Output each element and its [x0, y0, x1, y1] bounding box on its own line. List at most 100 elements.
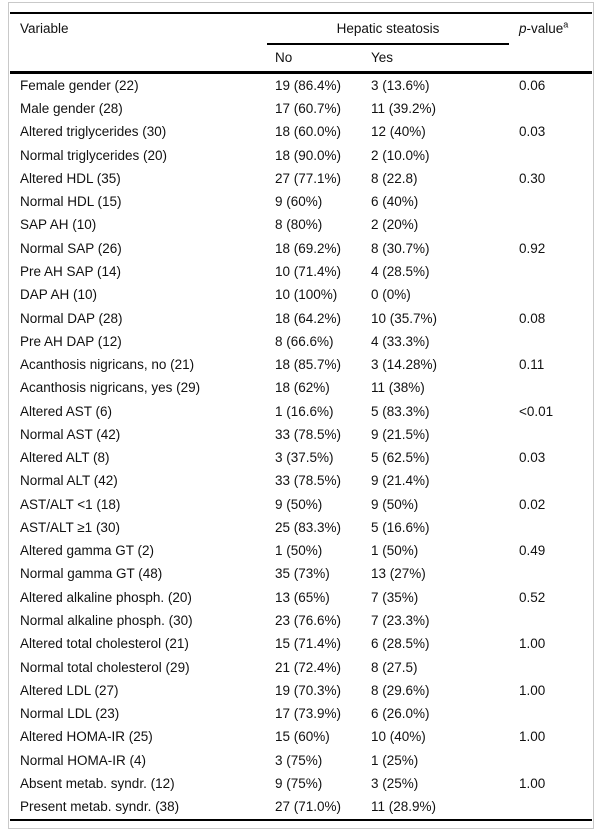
cell-no-count: 35 (73%) [275, 566, 330, 582]
cell-no-count: 9 (50%) [275, 496, 323, 512]
cell-yes-count: 0 (0%) [371, 287, 411, 303]
table-row: Altered ALT (8) 3 (37.5%) 5 (62.5%) 0.03 [10, 446, 592, 469]
table-row: Altered alkaline phosph. (20) 13 (65%) 7… [10, 586, 592, 609]
table-row: Normal HDL (15) 9 (60%) 6 (40%) [10, 190, 592, 213]
cell-p-value: 1.00 [519, 636, 546, 652]
cell-p-value: 1.00 [519, 729, 546, 745]
cell-no-count: 17 (60.7%) [275, 101, 342, 117]
cell-yes-count: 1 (25%) [371, 752, 419, 768]
table-row: Acanthosis nigricans, no (21) 18 (85.7%)… [10, 353, 592, 376]
cell-variable: Altered ALT (8) [20, 450, 110, 466]
cell-no-count: 27 (71.0%) [275, 799, 342, 815]
cell-no-count: 3 (75%) [275, 752, 323, 768]
cell-variable: Altered gamma GT (2) [20, 543, 155, 559]
cell-variable: Altered HOMA-IR (25) [20, 729, 153, 745]
cell-p-value: 0.92 [519, 240, 546, 256]
cell-no-count: 8 (66.6%) [275, 333, 334, 349]
cell-variable: Altered alkaline phosph. (20) [20, 589, 192, 605]
table-row: AST/ALT ≥1 (30) 25 (83.3%) 5 (16.6%) [10, 516, 592, 539]
hepatic-steatosis-table: Variable Hepatic steatosis p-valuea No Y… [10, 12, 592, 821]
cell-variable: Present metab. syndr. (38) [20, 799, 180, 815]
table-row: Acanthosis nigricans, yes (29) 18 (62%) … [10, 376, 592, 399]
cell-yes-count: 4 (33.3%) [371, 333, 430, 349]
table-row: DAP AH (10) 10 (100%) 0 (0%) [10, 283, 592, 306]
cell-yes-count: 13 (27%) [371, 566, 426, 582]
cell-no-count: 33 (78.5%) [275, 473, 342, 489]
cell-yes-count: 8 (22.8) [371, 170, 418, 186]
cell-p-value: 0.52 [519, 589, 546, 605]
table-row: Normal ALT (42) 33 (78.5%) 9 (21.4%) [10, 470, 592, 493]
cell-yes-count: 9 (50%) [371, 496, 419, 512]
cell-p-value: 0.08 [519, 310, 546, 326]
cell-variable: Normal total cholesterol (29) [20, 659, 190, 675]
column-header-yes: Yes [371, 50, 394, 66]
cell-yes-count: 11 (28.9%) [371, 799, 437, 815]
table-row: Altered AST (6) 1 (16.6%) 5 (83.3%) <0.0… [10, 400, 592, 423]
cell-p-value: 0.49 [519, 543, 546, 559]
cell-yes-count: 5 (62.5%) [371, 450, 430, 466]
cell-no-count: 15 (71.4%) [275, 636, 342, 652]
cell-no-count: 23 (76.6%) [275, 612, 342, 628]
cell-variable: Altered AST (6) [20, 403, 113, 419]
cell-yes-count: 3 (14.28%) [371, 357, 438, 373]
table-row: Normal SAP (26) 18 (69.2%) 8 (30.7%) 0.9… [10, 237, 592, 260]
cell-no-count: 21 (72.4%) [275, 659, 342, 675]
column-header-p-value: p-valuea [509, 19, 592, 36]
cell-yes-count: 6 (40%) [371, 194, 419, 210]
cell-p-value: 0.30 [519, 170, 546, 186]
cell-yes-count: 8 (29.6%) [371, 682, 430, 698]
table-row: Normal DAP (28) 18 (64.2%) 10 (35.7%) 0.… [10, 307, 592, 330]
p-value-italic-p: p [519, 20, 527, 36]
cell-variable: Normal LDL (23) [20, 706, 120, 722]
p-value-footnote-marker: a [563, 19, 569, 30]
cell-variable: Normal triglycerides (20) [20, 147, 168, 163]
cell-yes-count: 7 (23.3%) [371, 612, 430, 628]
cell-variable: Male gender (28) [20, 101, 123, 117]
cell-yes-count: 3 (25%) [371, 775, 419, 791]
cell-yes-count: 11 (39.2%) [371, 101, 437, 117]
table-row: Altered triglycerides (30) 18 (60.0%) 12… [10, 121, 592, 144]
cell-variable: Normal HOMA-IR (4) [20, 752, 147, 768]
cell-variable: Absent metab. syndr. (12) [20, 775, 175, 791]
table-row: Normal AST (42) 33 (78.5%) 9 (21.5%) [10, 423, 592, 446]
cell-variable: Normal DAP (28) [20, 310, 123, 326]
cell-yes-count: 10 (35.7%) [371, 310, 438, 326]
table-row: Normal alkaline phosph. (30) 23 (76.6%) … [10, 609, 592, 632]
cell-p-value: <0.01 [519, 403, 554, 419]
cell-p-value: 0.03 [519, 450, 546, 466]
cell-variable: Altered HDL (35) [20, 170, 121, 186]
cell-yes-count: 11 (38%) [371, 380, 425, 396]
cell-variable: Normal alkaline phosph. (30) [20, 612, 193, 628]
cell-no-count: 10 (100%) [275, 287, 338, 303]
table-row: Normal HOMA-IR (4) 3 (75%) 1 (25%) [10, 749, 592, 772]
table-row: Normal LDL (23) 17 (73.9%) 6 (26.0%) [10, 702, 592, 725]
cell-no-count: 3 (37.5%) [275, 450, 334, 466]
table-row: Normal triglycerides (20) 18 (90.0%) 2 (… [10, 144, 592, 167]
p-value-suffix: -value [526, 20, 564, 36]
cell-no-count: 18 (62%) [275, 380, 330, 396]
table-row: Altered LDL (27) 19 (70.3%) 8 (29.6%) 1.… [10, 679, 592, 702]
cell-p-value: 0.11 [519, 357, 545, 373]
cell-yes-count: 6 (26.0%) [371, 706, 430, 722]
cell-yes-count: 8 (27.5) [371, 659, 418, 675]
cell-yes-count: 10 (40%) [371, 729, 426, 745]
cell-variable: SAP AH (10) [20, 217, 97, 233]
header-bottom-rule [10, 71, 592, 74]
cell-no-count: 18 (64.2%) [275, 310, 342, 326]
cell-yes-count: 9 (21.4%) [371, 473, 430, 489]
cell-no-count: 18 (90.0%) [275, 147, 342, 163]
cell-no-count: 27 (77.1%) [275, 170, 342, 186]
cell-yes-count: 2 (20%) [371, 217, 419, 233]
table-header-row-1: Variable Hepatic steatosis p-valuea [10, 14, 592, 43]
table-row: Normal gamma GT (48) 35 (73%) 13 (27%) [10, 563, 592, 586]
cell-no-count: 19 (70.3%) [275, 682, 342, 698]
cell-no-count: 15 (60%) [275, 729, 330, 745]
cell-variable: DAP AH (10) [20, 287, 98, 303]
table-row: Absent metab. syndr. (12) 9 (75%) 3 (25%… [10, 772, 592, 795]
cell-variable: Pre AH DAP (12) [20, 333, 122, 349]
column-header-no: No [275, 50, 293, 66]
cell-variable: Female gender (22) [20, 77, 139, 93]
table-row: Male gender (28) 17 (60.7%) 11 (39.2%) [10, 97, 592, 120]
cell-variable: Acanthosis nigricans, no (21) [20, 357, 195, 373]
cell-p-value: 1.00 [519, 682, 546, 698]
